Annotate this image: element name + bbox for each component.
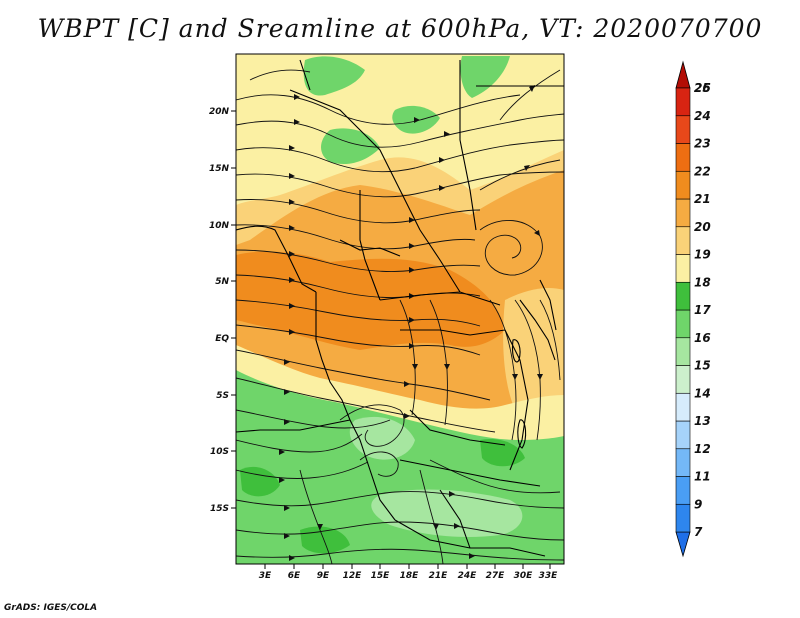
colorbar-segment	[675, 226, 691, 255]
colorbar-segment	[675, 198, 691, 228]
colorbar-label: 19	[694, 248, 711, 262]
shade-lightgreen-south-a	[349, 416, 415, 460]
lat-ticks	[231, 110, 236, 509]
lon-label-3e: 3E	[259, 571, 272, 581]
colorbar-label: 14	[694, 386, 711, 400]
shade-dark-orange-center	[236, 251, 505, 350]
lon-label-6e: 6E	[288, 571, 301, 581]
colorbar-label: 7	[694, 525, 703, 539]
colorbar-label: 24	[694, 109, 711, 123]
colorbar-label: 25	[694, 81, 711, 95]
shade-light-orange-east	[503, 288, 564, 420]
lon-label-12e: 12E	[343, 571, 363, 581]
lon-label-27e: 27E	[486, 571, 506, 581]
lat-label-5n: 5N	[215, 277, 229, 287]
shade-green-north-a	[303, 56, 365, 96]
colorbar-label: 22	[694, 164, 711, 178]
colorbar-label: 18	[694, 275, 711, 289]
lat-label-eq: EQ	[215, 334, 229, 344]
lon-label-15e: 15E	[371, 571, 391, 581]
lon-labels: 3E 6E 9E 12E 15E 18E 21E 24E 27E 30E 33E	[259, 571, 558, 581]
lon-label-24e: 24E	[458, 571, 478, 581]
lat-label-5s: 5S	[216, 391, 229, 401]
colorbar-segment	[675, 281, 691, 311]
colorbar-label: 23	[694, 137, 711, 151]
colorbar-segment	[675, 254, 691, 283]
map-title: WBPT [C] and Sreamline at 600hPa, VT: 20…	[37, 14, 763, 43]
colorbar-label: 15	[694, 359, 711, 373]
shade-green-north-d	[460, 56, 510, 98]
colorbar-label: 9	[694, 497, 702, 511]
shade-darkgreen-south-c	[300, 526, 350, 554]
colorbar-label: 26	[694, 81, 711, 95]
colorbar-label: 21	[694, 192, 711, 206]
lon-label-33e: 33E	[539, 571, 559, 581]
colorbar-segment	[675, 503, 691, 533]
colorbar-bottom-arrow	[675, 531, 691, 558]
shade-yellow-south	[236, 345, 564, 446]
colorbar-segment	[675, 309, 691, 339]
lat-labels: 20N 15N 10N 5N EQ 5S 10S 15S	[209, 107, 230, 514]
lat-label-15s: 15S	[210, 504, 229, 514]
colorbar-label: 12	[694, 442, 711, 456]
colorbar-segment	[675, 170, 691, 200]
colorbar-segment	[675, 365, 691, 394]
colorbar-segment	[675, 87, 691, 117]
colorbar-segment	[675, 420, 691, 450]
colorbar-label: 17	[694, 303, 711, 317]
lon-ticks	[264, 564, 551, 569]
colorbar-label: 11	[694, 470, 711, 484]
map-frame	[235, 53, 565, 565]
grads-footer: GrADS: IGES/COLA	[4, 603, 98, 613]
colorbar-label: 20	[694, 220, 711, 234]
colorbar-segment	[675, 476, 691, 505]
colorbar-segment	[675, 448, 691, 477]
lon-label-30e: 30E	[514, 571, 534, 581]
shade-darkgreen-south-a	[240, 466, 280, 497]
country-borders	[236, 59, 564, 557]
lat-label-10s: 10S	[210, 447, 229, 457]
lon-label-9e: 9E	[317, 571, 330, 581]
colorbar-top-arrow	[675, 60, 691, 89]
colorbar-label: 16	[694, 331, 711, 345]
lat-label-10n: 10N	[209, 221, 230, 231]
shade-lightgreen-south-b	[371, 489, 523, 537]
lat-label-20n: 20N	[209, 107, 230, 117]
lon-label-18e: 18E	[400, 571, 420, 581]
streamline-arrows	[279, 85, 543, 561]
lon-label-21e: 21E	[429, 571, 449, 581]
lat-label-15n: 15N	[209, 164, 230, 174]
colorbar-segment	[675, 392, 691, 422]
lakes	[512, 339, 527, 449]
colorbar-segment	[675, 115, 691, 144]
colorbar-label: 13	[694, 414, 711, 428]
colorbar-segment	[675, 143, 691, 172]
temperature-field	[236, 54, 564, 564]
colorbar-segment	[675, 337, 691, 366]
